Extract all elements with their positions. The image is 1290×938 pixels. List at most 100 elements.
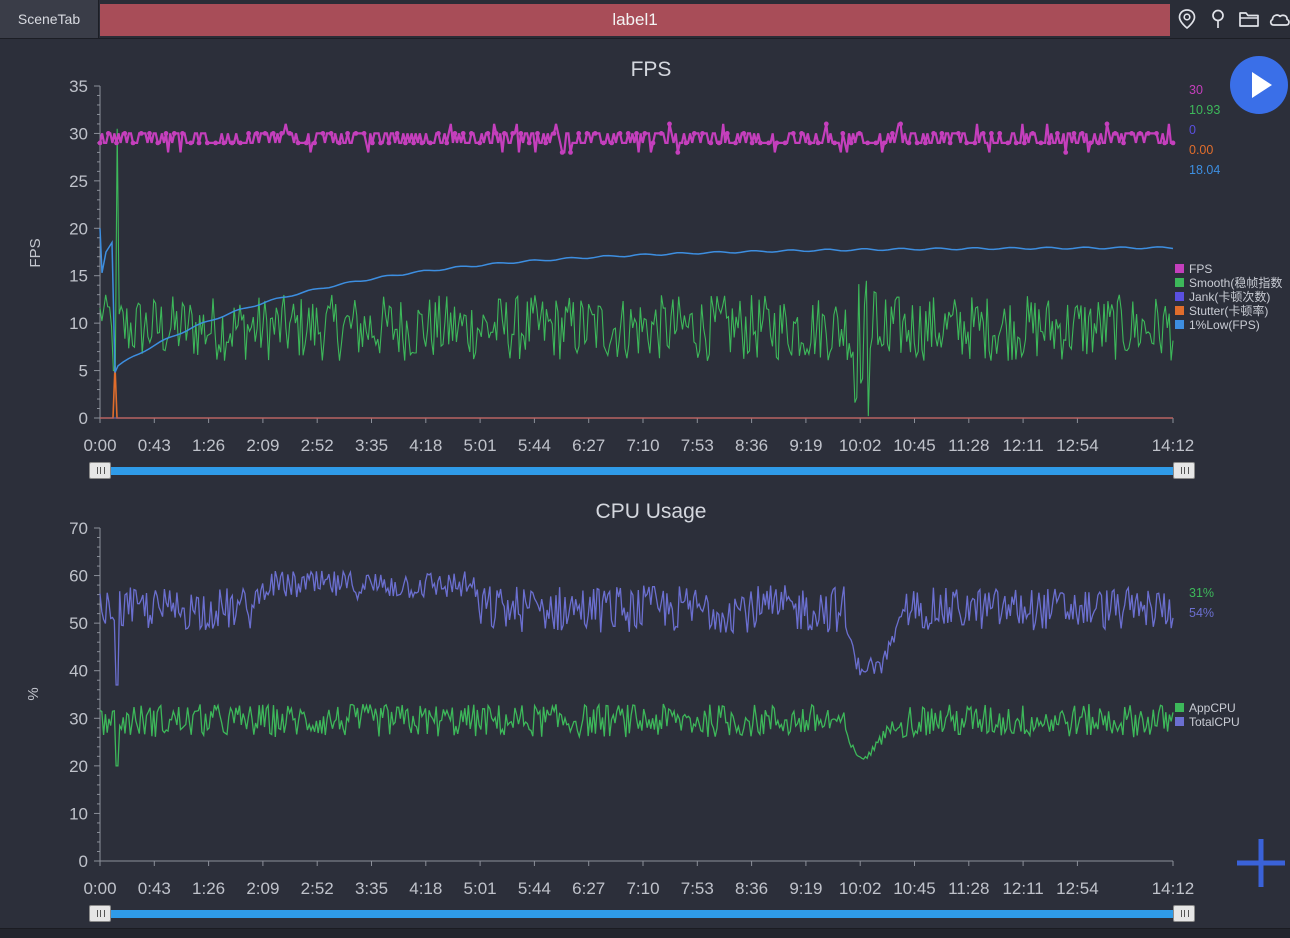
fps-legend-entry[interactable]: Smooth(稳帧指数	[1189, 275, 1282, 290]
fps-point	[312, 140, 317, 146]
fps-point	[221, 140, 227, 146]
x-tick-label: 11:28	[948, 879, 989, 898]
x-tick-label: 12:11	[1002, 879, 1043, 898]
x-tick-label: 11:28	[948, 436, 989, 455]
x-tick-label: 6:27	[572, 436, 605, 455]
legend-swatch	[1175, 278, 1184, 287]
fps-point	[229, 140, 235, 146]
x-tick-label: 0:43	[138, 436, 171, 455]
x-tick-label: 5:44	[518, 879, 551, 898]
fps-point	[361, 131, 367, 136]
fps-series-line	[98, 122, 1173, 154]
add-button[interactable]	[1234, 836, 1288, 890]
fps-point	[1063, 150, 1069, 155]
fps-point	[609, 140, 615, 146]
fps-current-value: 30	[1189, 83, 1203, 97]
fps-point	[733, 140, 738, 146]
plus-icon	[1237, 839, 1285, 887]
cpu-slider-start-handle[interactable]	[89, 905, 111, 922]
fps-legend-entry[interactable]: FPS	[1189, 262, 1212, 276]
fps-point	[634, 131, 639, 136]
fps-chart-title: FPS	[631, 58, 672, 81]
fps-point	[1022, 140, 1027, 146]
fps-slider-track[interactable]	[89, 467, 1195, 475]
x-tick-label: 0:43	[138, 879, 171, 898]
fps-point	[1162, 140, 1168, 146]
location-pin-icon[interactable]	[1176, 8, 1198, 30]
folder-icon[interactable]	[1238, 8, 1260, 30]
legend-swatch	[1175, 703, 1184, 712]
fps-point	[617, 131, 623, 136]
fps-point	[320, 131, 326, 136]
fps-point	[551, 131, 557, 136]
x-tick-label: 9:19	[789, 879, 822, 898]
fps-point	[691, 131, 697, 136]
x-tick-label: 5:01	[464, 879, 497, 898]
map-pin-icon[interactable]	[1207, 8, 1229, 30]
fps-slider-start-handle[interactable]	[89, 462, 111, 479]
cpu-current-value: 31%	[1189, 586, 1214, 600]
play-button[interactable]	[1230, 56, 1288, 114]
scene-tab[interactable]: SceneTab	[0, 0, 99, 38]
cpu-legend-entry[interactable]: TotalCPU	[1189, 715, 1240, 729]
x-tick-label: 12:54	[1056, 436, 1099, 455]
fps-point	[237, 140, 243, 146]
y-tick-label: 20	[69, 219, 88, 238]
y-tick-label: 0	[79, 409, 88, 428]
fps-point	[122, 131, 128, 136]
fps-slider-end-handle[interactable]	[1173, 462, 1195, 479]
fps-point	[568, 150, 573, 155]
fps-point	[947, 140, 953, 146]
x-tick-label: 10:02	[839, 436, 882, 455]
fps-point	[906, 140, 912, 146]
legend-swatch	[1175, 306, 1184, 315]
fps-point	[477, 140, 483, 146]
legend-swatch	[1175, 717, 1184, 726]
fps-point	[840, 131, 846, 136]
fps-point	[436, 131, 441, 136]
fps-point	[708, 140, 714, 146]
x-tick-label: 2:52	[301, 436, 334, 455]
x-tick-label: 7:53	[681, 879, 714, 898]
fps-time-range-slider[interactable]	[89, 462, 1195, 480]
fps-point	[485, 131, 491, 136]
x-tick-label: 8:36	[735, 879, 768, 898]
fps-point	[1071, 131, 1077, 136]
cpu-slider-track[interactable]	[89, 910, 1195, 918]
fps-point	[213, 140, 219, 146]
fps-point	[130, 140, 136, 146]
total-cpu-series-line	[99, 569, 1174, 686]
fps-legend-entry[interactable]: Jank(卡顿次数)	[1189, 289, 1270, 304]
fps-point	[815, 140, 821, 146]
fps-point	[799, 131, 804, 136]
cpu-time-range-slider[interactable]	[89, 905, 1195, 923]
fps-point	[105, 131, 111, 136]
fps-point	[923, 140, 928, 146]
fps-point	[460, 131, 466, 136]
y-tick-label: 20	[69, 757, 88, 776]
fps-current-value: 0	[1189, 123, 1196, 137]
fps-point	[1121, 140, 1126, 146]
fps-point	[254, 131, 260, 136]
cpu-slider-end-handle[interactable]	[1173, 905, 1195, 922]
fps-point	[295, 140, 301, 146]
cloud-icon[interactable]	[1268, 8, 1290, 30]
fps-legend-entry[interactable]: Stutter(卡顿率)	[1189, 303, 1268, 318]
fps-point	[650, 140, 656, 146]
fps-point	[1112, 131, 1118, 136]
fps-point	[1046, 140, 1052, 146]
fps-point	[270, 131, 276, 136]
x-tick-label: 10:45	[893, 436, 936, 455]
fps-point	[403, 140, 408, 146]
fps-point	[683, 140, 689, 146]
y-tick-label: 30	[69, 709, 88, 728]
fps-point	[163, 131, 169, 136]
cpu-legend-entry[interactable]: AppCPU	[1189, 701, 1236, 715]
fps-point	[1088, 140, 1093, 146]
fps-point	[1038, 140, 1044, 146]
scene-label-bar[interactable]: label1	[100, 4, 1170, 36]
x-tick-label: 9:19	[789, 436, 822, 455]
fps-point	[345, 131, 350, 136]
fps-current-value: 18.04	[1189, 163, 1220, 177]
fps-legend-entry[interactable]: 1%Low(FPS)	[1189, 318, 1260, 332]
